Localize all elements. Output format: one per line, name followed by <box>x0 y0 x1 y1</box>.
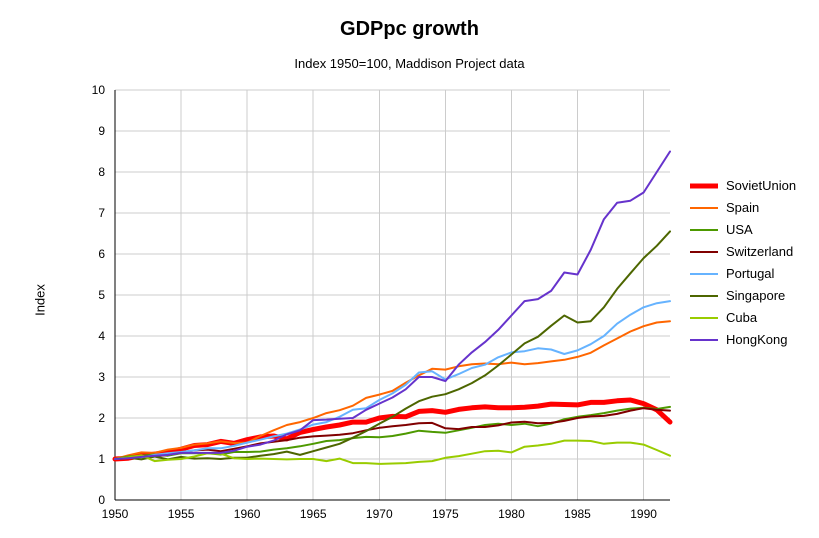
legend-swatch <box>690 241 720 263</box>
legend-label: Switzerland <box>726 241 793 263</box>
svg-text:7: 7 <box>98 206 105 220</box>
legend-label: Spain <box>726 197 759 219</box>
y-axis-label: Index <box>32 284 47 316</box>
svg-text:1960: 1960 <box>234 507 261 521</box>
svg-text:1: 1 <box>98 452 105 466</box>
legend-label: HongKong <box>726 329 787 351</box>
svg-text:1965: 1965 <box>300 507 327 521</box>
svg-text:9: 9 <box>98 124 105 138</box>
legend-item: Spain <box>690 197 796 219</box>
svg-text:1990: 1990 <box>630 507 657 521</box>
chart-container: GDPpc growth Index 1950=100, Maddison Pr… <box>0 0 819 538</box>
chart-title: GDPpc growth <box>0 18 819 41</box>
svg-text:4: 4 <box>98 329 105 343</box>
svg-text:0: 0 <box>98 493 105 507</box>
svg-text:1970: 1970 <box>366 507 393 521</box>
legend-item: HongKong <box>690 329 796 351</box>
svg-text:1985: 1985 <box>564 507 591 521</box>
legend-item: SovietUnion <box>690 175 796 197</box>
legend-label: Singapore <box>726 285 785 307</box>
chart-subtitle: Index 1950=100, Maddison Project data <box>0 56 819 71</box>
svg-text:2: 2 <box>98 411 105 425</box>
svg-text:3: 3 <box>98 370 105 384</box>
legend-swatch <box>690 197 720 219</box>
legend-item: Switzerland <box>690 241 796 263</box>
svg-text:5: 5 <box>98 288 105 302</box>
legend-item: Singapore <box>690 285 796 307</box>
legend-item: Cuba <box>690 307 796 329</box>
legend-swatch <box>690 175 720 197</box>
legend-label: Cuba <box>726 307 757 329</box>
legend-item: USA <box>690 219 796 241</box>
legend: SovietUnionSpainUSASwitzerlandPortugalSi… <box>690 175 796 351</box>
legend-swatch <box>690 285 720 307</box>
legend-swatch <box>690 307 720 329</box>
legend-label: Portugal <box>726 263 774 285</box>
svg-text:10: 10 <box>92 83 106 97</box>
svg-text:1980: 1980 <box>498 507 525 521</box>
svg-text:1950: 1950 <box>102 507 129 521</box>
svg-text:1955: 1955 <box>168 507 195 521</box>
legend-swatch <box>690 329 720 351</box>
svg-text:8: 8 <box>98 165 105 179</box>
legend-swatch <box>690 263 720 285</box>
legend-item: Portugal <box>690 263 796 285</box>
legend-label: SovietUnion <box>726 175 796 197</box>
legend-swatch <box>690 219 720 241</box>
legend-label: USA <box>726 219 753 241</box>
svg-text:1975: 1975 <box>432 507 459 521</box>
svg-text:6: 6 <box>98 247 105 261</box>
